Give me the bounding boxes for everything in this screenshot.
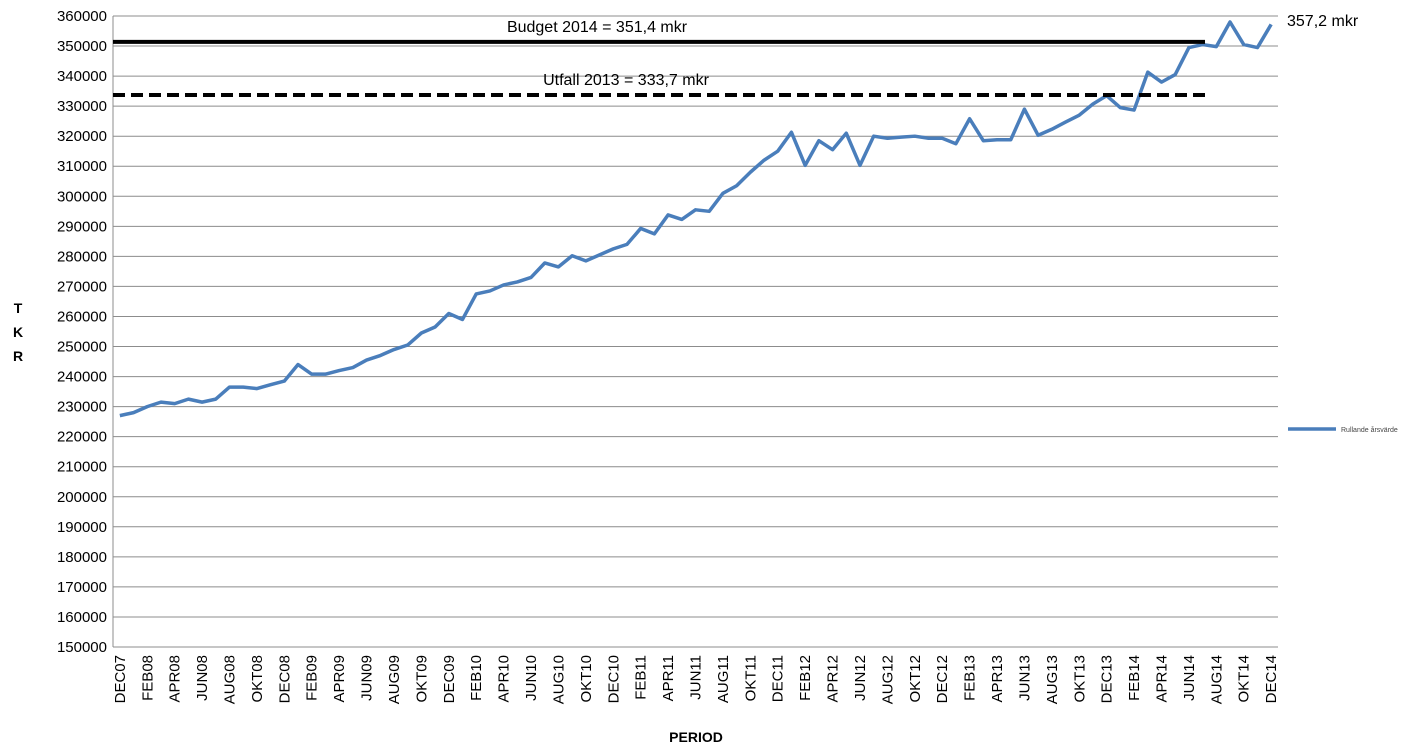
x-tick-label: AUG09 — [386, 655, 403, 704]
x-tick-label: OKT08 — [249, 655, 266, 703]
x-tick-label: OKT14 — [1236, 655, 1253, 703]
x-tick-label: JUN10 — [523, 655, 540, 701]
x-tick-label: DEC09 — [441, 655, 458, 703]
y-tick-label: 330000 — [57, 98, 107, 115]
x-tick-label: DEC07 — [112, 655, 129, 703]
y-tick-label: 210000 — [57, 459, 107, 476]
x-tick-label: DEC08 — [276, 655, 293, 703]
y-tick-label: 190000 — [57, 519, 107, 536]
series-line — [119, 20, 1273, 418]
x-tick-label: JUN13 — [1016, 655, 1033, 701]
x-tick-label: DEC14 — [1263, 655, 1280, 703]
y-tick-label: 260000 — [57, 308, 107, 325]
annotation: 357,2 mkr — [1287, 13, 1359, 30]
x-tick-label: OKT13 — [1071, 655, 1088, 703]
y-tick-label: 290000 — [57, 218, 107, 235]
x-tick-label: FEB14 — [1126, 655, 1143, 701]
x-tick-label: AUG13 — [1044, 655, 1061, 704]
x-tick-label: OKT10 — [578, 655, 595, 703]
y-tick-label: 230000 — [57, 399, 107, 416]
y-axis-label: TKR — [10, 300, 26, 372]
x-tick-label: APR09 — [331, 655, 348, 703]
y-tick-label: 350000 — [57, 38, 107, 55]
x-tick-label: AUG10 — [550, 655, 567, 704]
y-tick-label: 220000 — [57, 429, 107, 446]
y-tick-label: 180000 — [57, 549, 107, 566]
y-tick-label: 170000 — [57, 579, 107, 596]
x-tick-label: JUN11 — [688, 655, 705, 700]
x-tick-label: OKT09 — [413, 655, 430, 703]
y-tick-label: 300000 — [57, 188, 107, 205]
legend-label: Rullande årsvärde — [1341, 426, 1398, 434]
x-tick-label: FEB09 — [304, 655, 321, 701]
x-tick-label: FEB10 — [468, 655, 485, 701]
x-tick-label: APR14 — [1154, 655, 1171, 703]
y-tick-label: 160000 — [57, 609, 107, 626]
x-tick-label: AUG11 — [715, 655, 732, 703]
x-tick-label: AUG14 — [1208, 655, 1225, 704]
x-tick-label: JUN08 — [194, 655, 211, 701]
x-tick-label: JUN14 — [1181, 655, 1198, 701]
y-tick-label: 270000 — [57, 278, 107, 295]
y-tick-label: 250000 — [57, 339, 107, 356]
y-tick-label: 310000 — [57, 158, 107, 175]
y-tick-label: 240000 — [57, 369, 107, 386]
reference-label: Utfall 2013 = 333,7 mkr — [543, 72, 710, 89]
y-tick-label: 280000 — [57, 248, 107, 265]
y-tick-label: 340000 — [57, 68, 107, 85]
x-tick-label: OKT11 — [742, 655, 759, 701]
x-tick-label: FEB13 — [962, 655, 979, 701]
x-tick-label: JUN09 — [359, 655, 376, 701]
x-tick-label: DEC11 — [770, 655, 787, 702]
reference-label: Budget 2014 = 351,4 mkr — [507, 19, 688, 36]
y-tick-label: 150000 — [57, 639, 107, 656]
x-tick-label: DEC10 — [605, 655, 622, 703]
x-tick-label: DEC12 — [934, 655, 951, 703]
x-tick-label: JUN12 — [852, 655, 869, 701]
x-axis-label: PERIOD — [669, 729, 723, 745]
x-tick-label: DEC13 — [1099, 655, 1116, 703]
x-tick-label: APR08 — [167, 655, 184, 703]
x-tick-label: FEB08 — [139, 655, 156, 701]
x-tick-label: OKT12 — [907, 655, 924, 703]
x-tick-label: AUG08 — [222, 655, 239, 704]
y-tick-label: 360000 — [57, 8, 107, 25]
y-tick-label: 200000 — [57, 489, 107, 506]
x-tick-label: APR13 — [989, 655, 1006, 703]
x-tick-label: FEB11 — [633, 655, 650, 700]
x-tick-label: APR10 — [496, 655, 513, 703]
y-tick-label: 320000 — [57, 128, 107, 145]
x-tick-label: FEB12 — [797, 655, 814, 701]
x-tick-label: APR11 — [660, 655, 677, 701]
x-tick-label: APR12 — [825, 655, 842, 703]
x-tick-label: AUG12 — [879, 655, 896, 704]
